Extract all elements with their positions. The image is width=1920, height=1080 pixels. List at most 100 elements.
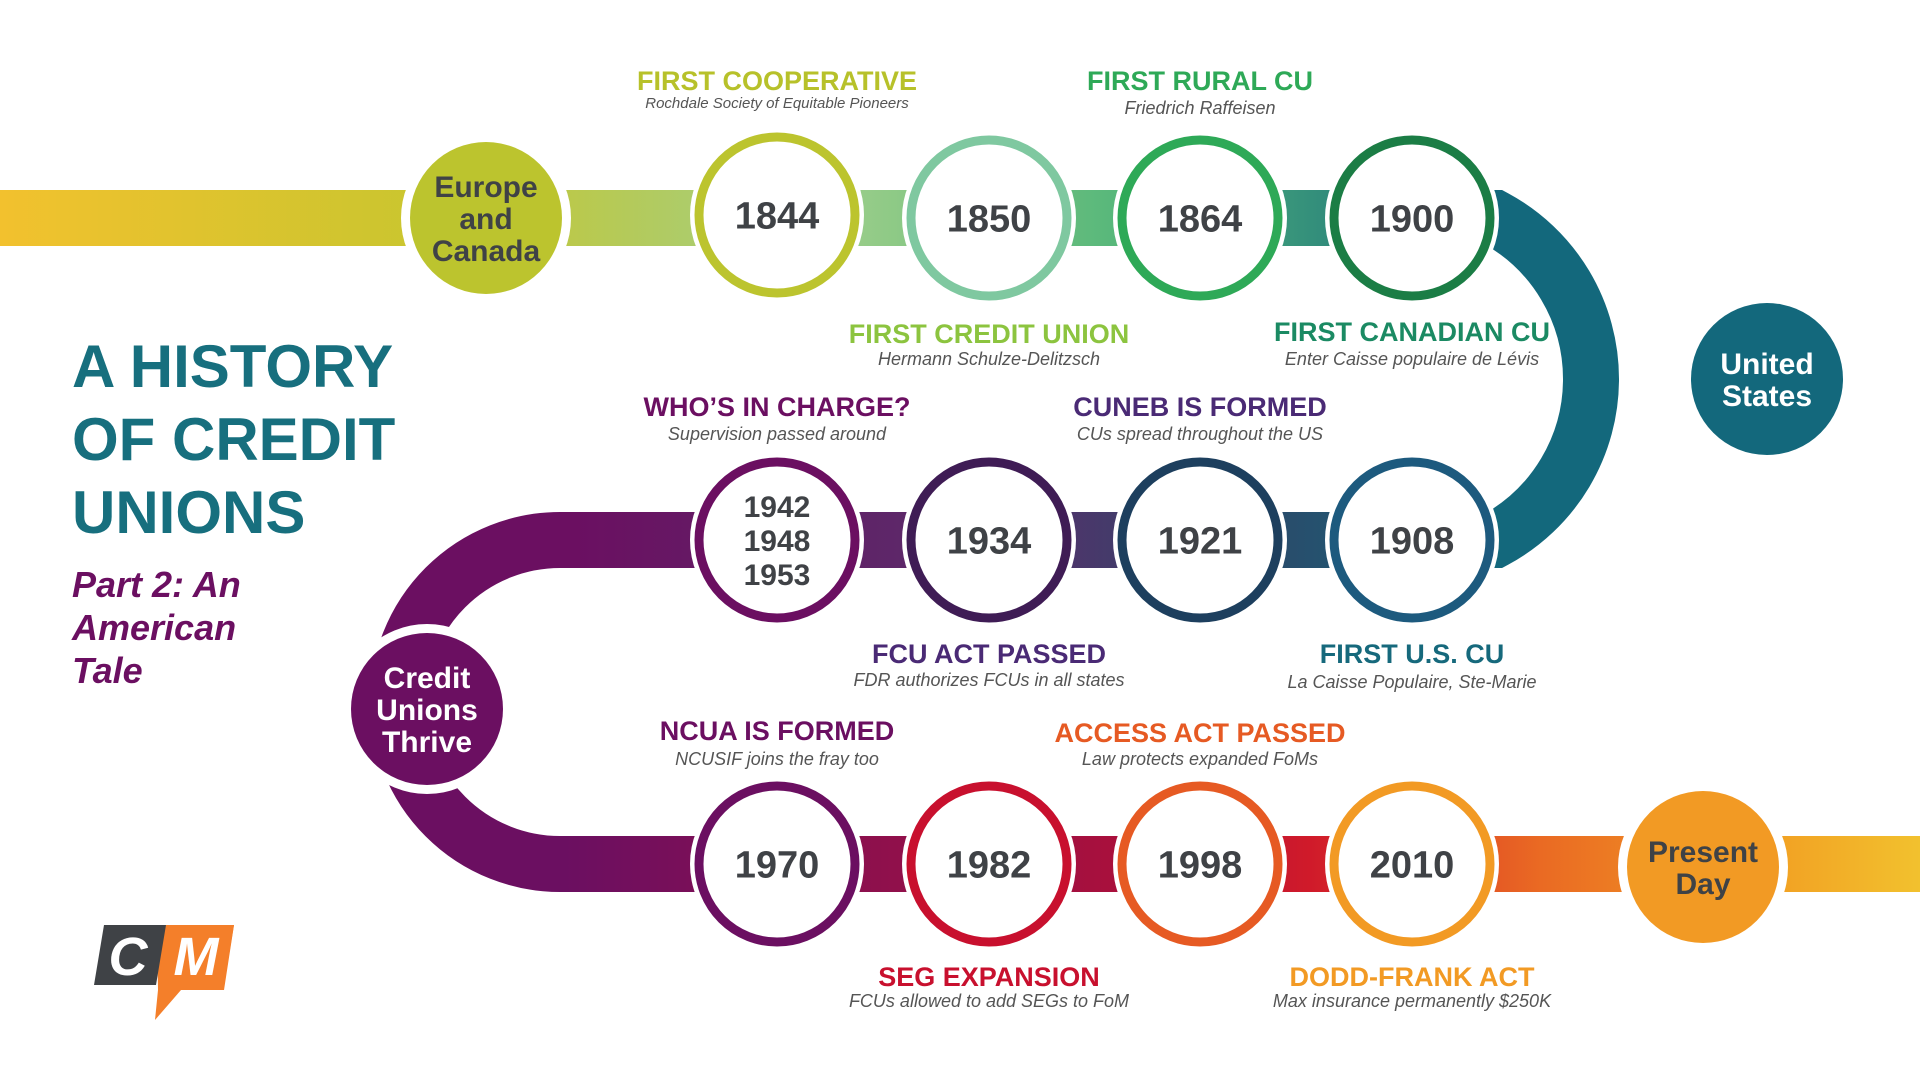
title-line-1: A HISTORY — [72, 333, 393, 400]
section-label-line: and — [459, 203, 512, 236]
event-title: FIRST U.S. CU — [1320, 639, 1505, 669]
event-subtitle: Friedrich Raffeisen — [1124, 98, 1275, 118]
milestone-node-m1844: 1844 — [690, 128, 864, 302]
event-subtitle: Max insurance permanently $250K — [1273, 991, 1552, 1011]
node-year: 1948 — [744, 525, 811, 558]
event-title: FCU ACT PASSED — [872, 639, 1106, 669]
track-curve-right — [1480, 190, 1619, 568]
section-label-line: Europe — [434, 171, 537, 204]
node-ring — [1329, 781, 1495, 947]
node-ring — [1117, 135, 1283, 301]
milestone-node-m1908: 1908 — [1325, 453, 1499, 627]
node-year: 1850 — [947, 199, 1032, 241]
node-year: 1982 — [947, 845, 1032, 887]
milestone-node-m1982: 1982 — [902, 777, 1076, 951]
section-disc — [410, 142, 562, 294]
node-year: 1908 — [1370, 521, 1455, 563]
event-subtitle: Hermann Schulze-Delitzsch — [878, 349, 1100, 369]
event-title: FIRST CREDIT UNION — [849, 319, 1130, 349]
section-label-line: States — [1722, 380, 1812, 413]
node-ring — [906, 457, 1072, 623]
section-label-line: Thrive — [382, 726, 472, 759]
milestone-node-m1934: 1934 — [902, 453, 1076, 627]
section-label-line: Canada — [432, 235, 541, 268]
title-line-3: UNIONS — [72, 479, 305, 546]
node-ring — [694, 781, 860, 947]
event-title: FIRST CANADIAN CU — [1274, 317, 1550, 347]
logo-left-block — [94, 925, 166, 985]
event-title: ACCESS ACT PASSED — [1054, 718, 1345, 748]
milestone-node-m2010: 2010 — [1325, 777, 1499, 951]
node-ring — [1117, 457, 1283, 623]
subtitle-line-2: American — [71, 607, 236, 648]
milestone-node-m1921: 1921 — [1113, 453, 1287, 627]
event-subtitle: Enter Caisse populaire de Lévis — [1285, 349, 1539, 369]
node-ring — [1117, 781, 1283, 947]
section-disc — [1691, 303, 1843, 455]
section-label-line: Day — [1675, 868, 1730, 901]
node-year: 1970 — [735, 845, 820, 887]
event-subtitle: FDR authorizes FCUs in all states — [853, 670, 1124, 690]
event-title: NCUA IS FORMED — [660, 716, 895, 746]
event-subtitle: Supervision passed around — [668, 424, 887, 444]
node-year: 1953 — [744, 559, 811, 592]
milestone-node-m1864: 1864 — [1113, 131, 1287, 305]
milestone-nodes: 1844 1850 1864 1900 1908 1921 1934 194219481953… — [690, 128, 1499, 951]
milestone-label-m1942: WHO’S IN CHARGE?Supervision passed aroun… — [644, 392, 911, 444]
event-title: FIRST RURAL CU — [1087, 66, 1313, 96]
milestone-label-m1970: NCUA IS FORMED NCUSIF joins the fray too — [660, 716, 895, 769]
node-ring — [906, 135, 1072, 301]
node-year: 1921 — [1158, 521, 1243, 563]
section-label-line: Unions — [376, 694, 478, 727]
event-subtitle: Law protects expanded FoMs — [1082, 749, 1318, 769]
event-subtitle: Rochdale Society of Equitable Pioneers — [645, 95, 909, 112]
node-year: 1998 — [1158, 845, 1243, 887]
event-title: WHO’S IN CHARGE? — [644, 392, 911, 422]
logo-right-block — [158, 925, 234, 985]
event-subtitle: La Caisse Populaire, Ste-Marie — [1287, 672, 1536, 692]
event-title: SEG EXPANSION — [878, 962, 1100, 992]
node-ring — [694, 132, 860, 298]
milestone-label-m1908: FIRST U.S. CU La Caisse Populaire, Ste-Ma… — [1287, 639, 1536, 692]
milestone-node-m1900: 1900 — [1325, 131, 1499, 305]
section-label-line: Credit — [384, 662, 471, 695]
node-year: 1942 — [744, 491, 811, 524]
milestone-node-m1850: 1850 — [902, 131, 1076, 305]
title-line-2: OF CREDIT — [72, 406, 395, 473]
node-year: 1900 — [1370, 199, 1455, 241]
section-disc — [351, 633, 503, 785]
event-title: DODD-FRANK ACT — [1290, 962, 1535, 992]
logo-letter-m: M — [174, 927, 220, 987]
milestone-node-m1970: 1970 — [690, 777, 864, 951]
node-ring — [906, 781, 1072, 947]
node-ring — [1329, 457, 1495, 623]
subtitle-line-1: Part 2: An — [72, 564, 241, 605]
node-year: 1934 — [947, 521, 1032, 563]
event-subtitle: NCUSIF joins the fray too — [675, 749, 879, 769]
cm-logo: C M — [94, 925, 234, 1020]
node-year: 1864 — [1158, 199, 1243, 241]
event-subtitle: CUs spread throughout the US — [1077, 424, 1323, 444]
node-ring — [1329, 135, 1495, 301]
node-ring — [694, 457, 860, 623]
node-year: 1844 — [735, 196, 820, 238]
section-label-line: Present — [1648, 836, 1758, 869]
event-title: FIRST COOPERATIVE — [637, 66, 917, 96]
